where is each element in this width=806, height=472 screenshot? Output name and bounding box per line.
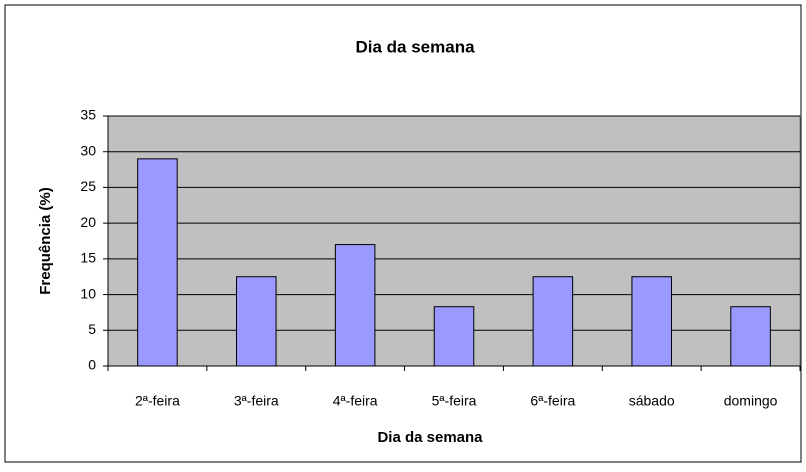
x-tick-label: sábado [629,393,675,409]
y-tick-label: 35 [80,107,96,123]
y-tick-label: 30 [80,142,96,158]
bar [730,306,771,367]
bar [334,244,376,367]
y-tick-label: 5 [88,321,96,337]
x-tick-label: domingo [724,393,778,409]
x-tick-label: 5ª-feira [432,393,477,409]
x-tick-label: 6ª-feira [530,393,575,409]
x-axis-title: Dia da semana [377,429,483,446]
x-tick-label: 3ª-feira [234,393,279,409]
chart-title: Dia da semana [355,37,475,56]
y-axis-title: Frequência (%) [37,187,54,295]
y-tick-label: 15 [80,250,96,266]
x-tick-label: 2ª-feira [135,393,180,409]
y-tick-label: 25 [80,178,96,194]
bar [137,158,178,367]
bar [236,276,277,367]
y-tick-label: 20 [80,214,96,230]
bar [631,276,672,367]
x-tick-label: 4ª-feira [333,393,378,409]
y-tick-label: 10 [80,285,96,301]
bar [532,276,574,367]
y-tick-label: 0 [88,357,96,373]
bar [433,306,475,367]
